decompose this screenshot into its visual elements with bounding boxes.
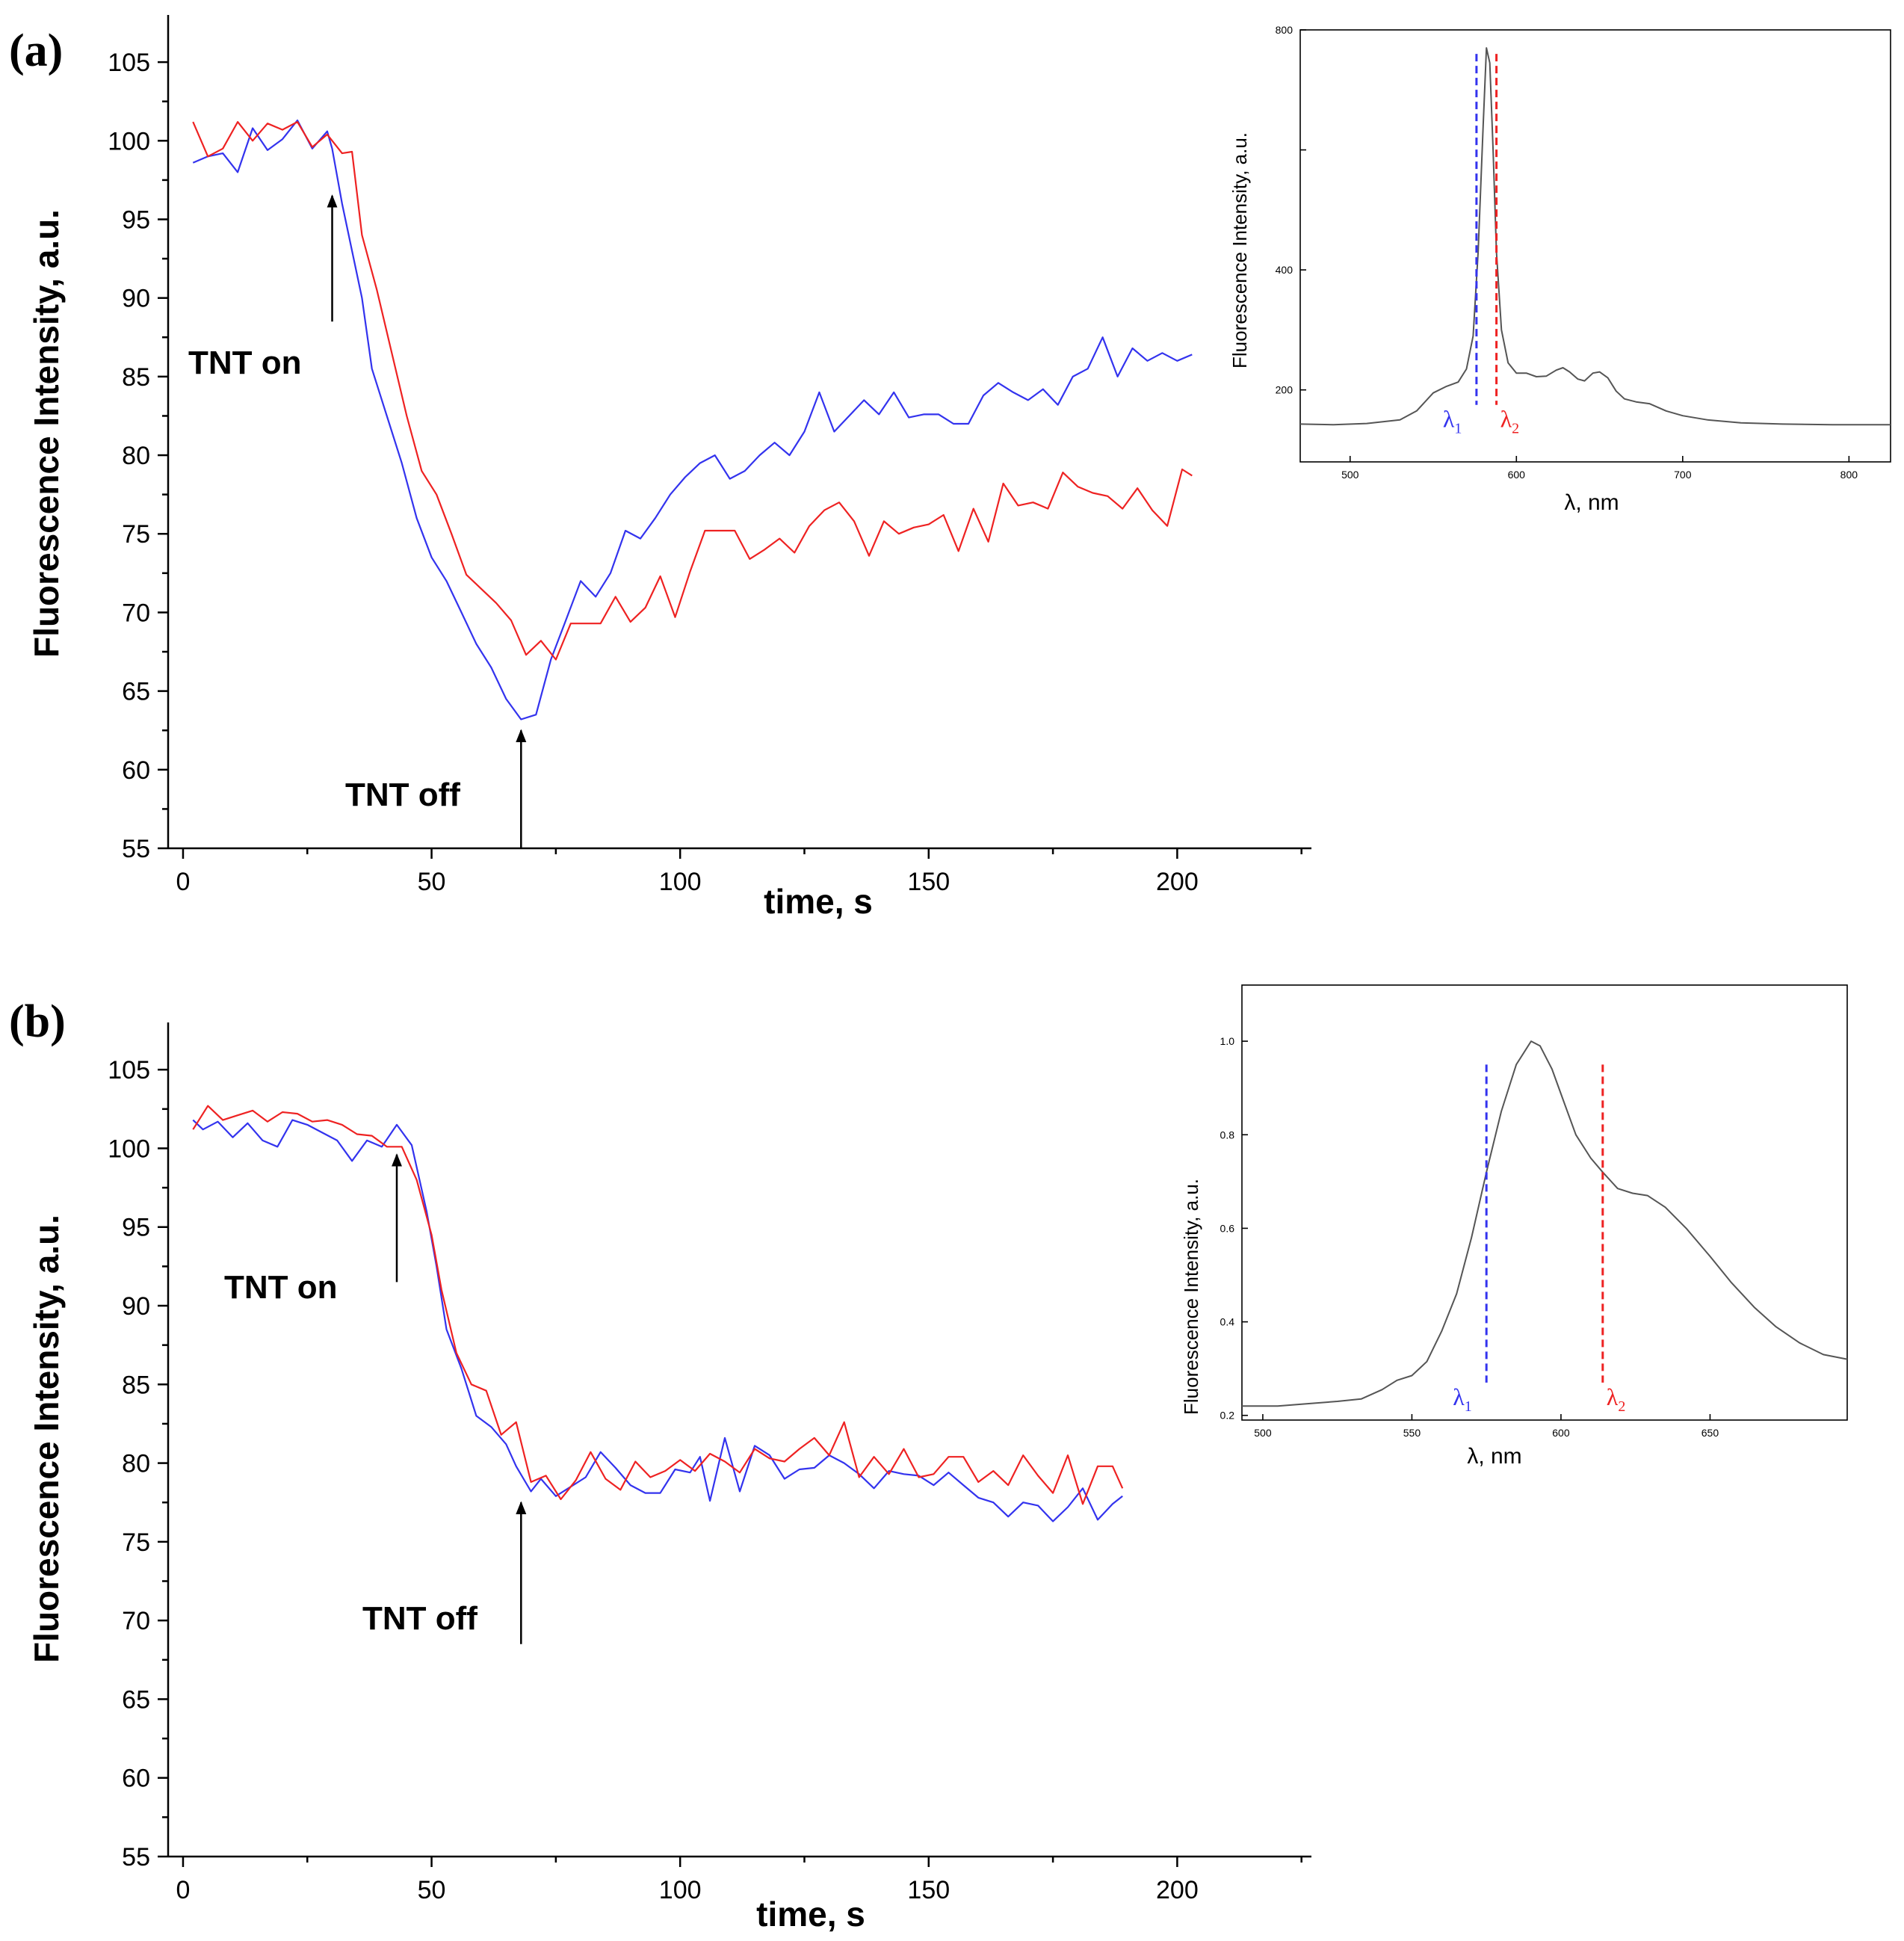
panel-a-y-tick-label: 100 [108, 127, 150, 155]
panel-b-y-tick-label: 85 [122, 1371, 150, 1399]
panel-b-chart: (b) Fluorescence Intensity, a.u. time, s… [9, 996, 1311, 1934]
panel-b-y-tick-label: 80 [122, 1450, 150, 1478]
panel-b-inset-x-tick-label: 550 [1403, 1427, 1421, 1439]
panel-a-y-tick-label: 75 [122, 520, 150, 549]
panel-a-tnt-on-label: TNT on [188, 345, 302, 381]
panel-b-y-tick-label: 60 [122, 1765, 150, 1793]
panel-a-y-tick-label: 65 [122, 678, 150, 706]
panel-a-y-tick-label: 80 [122, 442, 150, 470]
panel-b-inset-x-tick-label: 500 [1254, 1427, 1272, 1439]
panel-b-inset-y-tick-label: 0.6 [1220, 1222, 1235, 1234]
panel-b-inset-lambda1-label: λ1 [1453, 1383, 1472, 1415]
panel-a-y-tick-label: 55 [122, 835, 150, 863]
panel-b-inset-y-tick-label: 0.4 [1220, 1316, 1235, 1328]
panel-b-inset-frame [1241, 984, 1848, 1421]
panel-a-y-axis-title: Fluorescence Intensity, a.u. [27, 209, 66, 658]
panel-a-inset-x-tick-label: 700 [1674, 469, 1692, 481]
panel-b-x-tick-label: 50 [418, 1876, 446, 1904]
panel-b-y-tick-label: 90 [122, 1292, 150, 1321]
panel-a-inset-y-tick-label: 800 [1276, 24, 1293, 36]
panel-a-inset-x-axis-title: λ, nm [1564, 490, 1619, 515]
panel-b-series-red-line [192, 1105, 1124, 1505]
panel-a-x-axis-title: time, s [764, 882, 873, 921]
panel-a-tnt-off-label: TNT off [345, 777, 460, 813]
panel-a-x-tick-label: 150 [907, 868, 950, 896]
panel-a-x-tick-label: 200 [1156, 868, 1199, 896]
panel-b-inset-lambda2-label: λ2 [1607, 1383, 1626, 1415]
panel-a-inset-series-spectrum-line [1299, 47, 1891, 426]
panel-b-inset-x-tick-label: 600 [1552, 1427, 1570, 1439]
panel-a-x-tick-label: 100 [659, 868, 702, 896]
panel-b-y-tick-label: 55 [122, 1843, 150, 1871]
panel-a-inset-spectrum: Fluorescence Intensity, a.u. λ, nm 200 40… [1228, 24, 1891, 515]
panel-b-x-tick-label: 150 [907, 1876, 950, 1904]
panel-a-inset-frame [1299, 29, 1891, 463]
panel-b-inset-y-axis-title: Fluorescence Intensity, a.u. [1180, 1179, 1202, 1415]
panel-b-inset-y-tick-label: 0.2 [1220, 1410, 1235, 1422]
panel-b-y-tick-label: 65 [122, 1685, 150, 1714]
panel-b-y-tick-label: 95 [122, 1214, 150, 1242]
panel-a-y-tick-label: 105 [108, 49, 150, 77]
panel-a-inset-x-tick-label: 500 [1341, 469, 1359, 481]
panel-b-inset-y-tick-label: 1.0 [1220, 1035, 1235, 1047]
panel-b-inset-y-tick-label: 0.8 [1220, 1129, 1235, 1141]
panel-a-chart: (a) Fluorescence Intensity, a.u. time, s… [9, 15, 1311, 921]
panel-a-inset-y-axis-title: Fluorescence Intensity, a.u. [1228, 132, 1251, 368]
panel-a-x-tick-label: 50 [418, 868, 446, 896]
panel-b-y-tick-label: 70 [122, 1607, 150, 1635]
panel-b-y-axis-title: Fluorescence Intensity, a.u. [27, 1215, 66, 1663]
panel-a-y-tick-label: 70 [122, 599, 150, 627]
panel-b-tnt-on-label: TNT on [224, 1269, 338, 1306]
panel-b-y-tick-label: 105 [108, 1056, 150, 1084]
panel-a-y-tick-label: 85 [122, 363, 150, 392]
panel-a-label: (a) [9, 25, 63, 76]
panel-b-inset-spectrum: Fluorescence Intensity, a.u. λ, nm 0.2 0.… [1180, 984, 1848, 1469]
panel-a-inset-x-tick-label: 800 [1840, 469, 1858, 481]
panel-b-x-tick-label: 100 [659, 1876, 702, 1904]
panel-a-inset-y-tick-label: 400 [1276, 264, 1293, 276]
panel-b-inset-x-axis-title: λ, nm [1467, 1444, 1521, 1469]
panel-b-label: (b) [9, 996, 66, 1047]
panel-a-series-red-line [192, 121, 1193, 661]
panel-b-tnt-off-label: TNT off [362, 1600, 477, 1637]
panel-b-series-blue-line [192, 1119, 1123, 1522]
panel-a-y-tick-label: 60 [122, 756, 150, 785]
panel-b-inset-series-spectrum-line [1242, 1040, 1848, 1407]
panel-a-inset-x-tick-label: 600 [1508, 469, 1526, 481]
panel-b-x-tick-label: 0 [176, 1876, 190, 1904]
panel-a-inset-y-tick-label: 200 [1276, 384, 1293, 396]
panel-b-x-tick-label: 200 [1156, 1876, 1199, 1904]
panel-a-x-tick-label: 0 [176, 868, 190, 896]
panel-a-y-tick-label: 95 [122, 206, 150, 234]
panel-a-inset-lambda1-label: λ1 [1443, 406, 1462, 437]
panel-b-inset-x-tick-label: 650 [1701, 1427, 1719, 1439]
panel-a-series-blue-line [192, 119, 1193, 720]
panel-a-y-tick-label: 90 [122, 285, 150, 313]
panel-a-inset-lambda2-label: λ2 [1500, 406, 1520, 437]
panel-b-y-tick-label: 75 [122, 1528, 150, 1557]
panel-b-y-tick-label: 100 [108, 1135, 150, 1163]
panel-b-x-axis-title: time, s [756, 1895, 865, 1934]
